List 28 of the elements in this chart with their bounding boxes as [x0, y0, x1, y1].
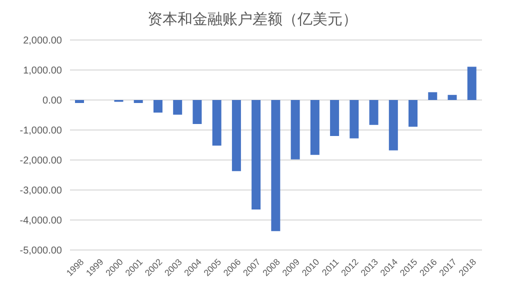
bar — [232, 100, 241, 172]
bar — [75, 100, 84, 103]
bar — [212, 100, 222, 146]
y-tick-label: 0.00 — [42, 96, 62, 107]
chart-title: 资本和金融账户差额（亿美元） — [146, 10, 358, 30]
bar — [153, 100, 162, 113]
bar — [467, 66, 476, 100]
bar — [271, 100, 280, 232]
y-tick-label: -3,000.00 — [20, 186, 62, 197]
bar — [134, 100, 143, 103]
bar — [330, 100, 340, 136]
bar — [310, 100, 320, 155]
bar — [448, 94, 457, 100]
y-tick-label: -1,000.00 — [20, 126, 62, 137]
bar — [408, 100, 418, 127]
bar — [290, 100, 300, 160]
bar — [369, 100, 378, 125]
y-tick-label: -2,000.00 — [20, 156, 62, 167]
bar — [388, 100, 398, 150]
bar — [252, 100, 261, 210]
y-tick-label: -5,000.00 — [20, 246, 62, 257]
y-tick-label: 2,000.00 — [23, 36, 62, 47]
bar — [350, 100, 359, 138]
y-tick-label: 1,000.00 — [23, 66, 62, 77]
bar — [428, 92, 438, 100]
bar — [173, 100, 182, 115]
bar — [192, 100, 202, 124]
y-tick-label: -4,000.00 — [20, 216, 62, 227]
